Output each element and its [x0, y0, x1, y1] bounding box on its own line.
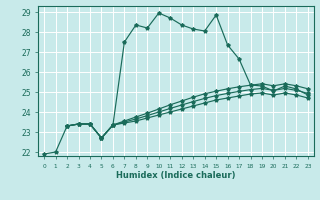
X-axis label: Humidex (Indice chaleur): Humidex (Indice chaleur): [116, 171, 236, 180]
